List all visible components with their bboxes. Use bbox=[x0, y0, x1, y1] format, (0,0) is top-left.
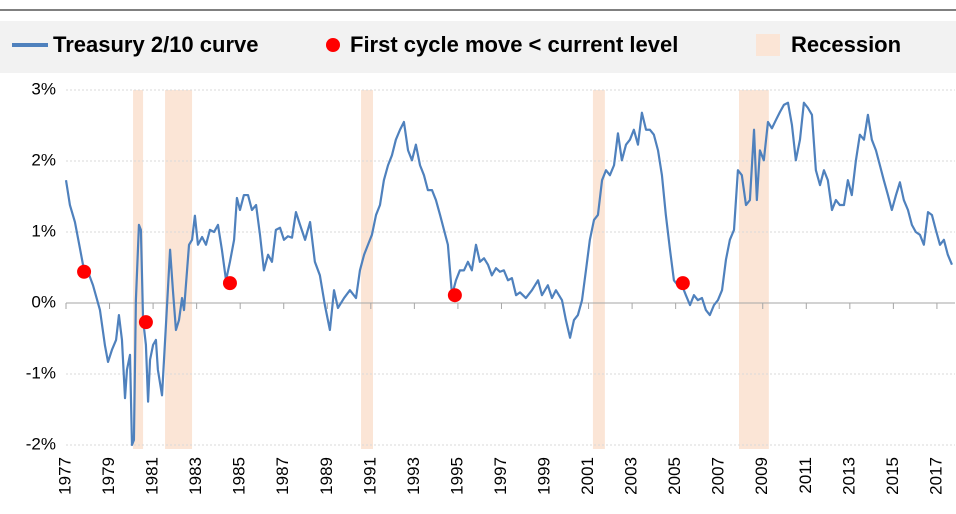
legend-label: Recession bbox=[791, 32, 901, 57]
x-tick-label: 1991 bbox=[360, 457, 379, 495]
x-tick-label: 1983 bbox=[186, 457, 205, 495]
legend-label: First cycle move < current level bbox=[350, 32, 678, 57]
x-tick-label: 1995 bbox=[447, 457, 466, 495]
x-tick-label: 1981 bbox=[143, 457, 162, 495]
x-tick-label: 2007 bbox=[709, 457, 728, 495]
y-tick-label: 2% bbox=[31, 150, 56, 169]
cycle-point bbox=[222, 276, 237, 291]
x-tick-label: 1999 bbox=[534, 457, 553, 495]
y-tick-label: 0% bbox=[31, 292, 56, 311]
legend-label: Treasury 2/10 curve bbox=[53, 32, 258, 57]
legend-dot-swatch bbox=[326, 38, 340, 52]
x-tick-label: 1985 bbox=[230, 457, 249, 495]
recession-band bbox=[361, 90, 374, 449]
x-tick-label: 2003 bbox=[622, 457, 641, 495]
y-tick-label: 3% bbox=[31, 79, 56, 98]
legend-recession-swatch bbox=[756, 34, 780, 56]
x-tick-label: 1979 bbox=[99, 457, 118, 495]
x-tick-label: 1993 bbox=[404, 457, 423, 495]
x-tick-label: 2011 bbox=[796, 457, 815, 494]
y-tick-label: -1% bbox=[26, 363, 56, 382]
cycle-point bbox=[77, 264, 92, 279]
x-tick-label: 1989 bbox=[317, 457, 336, 495]
series-line bbox=[64, 101, 953, 447]
x-tick-label: 2009 bbox=[752, 457, 771, 495]
x-tick-label: 2005 bbox=[665, 457, 684, 495]
cycle-point bbox=[447, 288, 462, 303]
x-tick-label: 1977 bbox=[55, 457, 74, 495]
y-tick-label: 1% bbox=[31, 221, 56, 240]
legend-background bbox=[0, 21, 956, 73]
x-tick-label: 1997 bbox=[491, 457, 510, 495]
cycle-point bbox=[138, 315, 153, 330]
x-tick-label: 2017 bbox=[926, 457, 945, 495]
x-tick-label: 2015 bbox=[883, 457, 902, 495]
cycle-point bbox=[675, 276, 690, 291]
x-tick-label: 2001 bbox=[578, 457, 597, 495]
recession-band bbox=[592, 90, 605, 449]
y-tick-label: -2% bbox=[26, 434, 56, 453]
x-tick-label: 1987 bbox=[273, 457, 292, 495]
x-tick-label: 2013 bbox=[839, 457, 858, 495]
